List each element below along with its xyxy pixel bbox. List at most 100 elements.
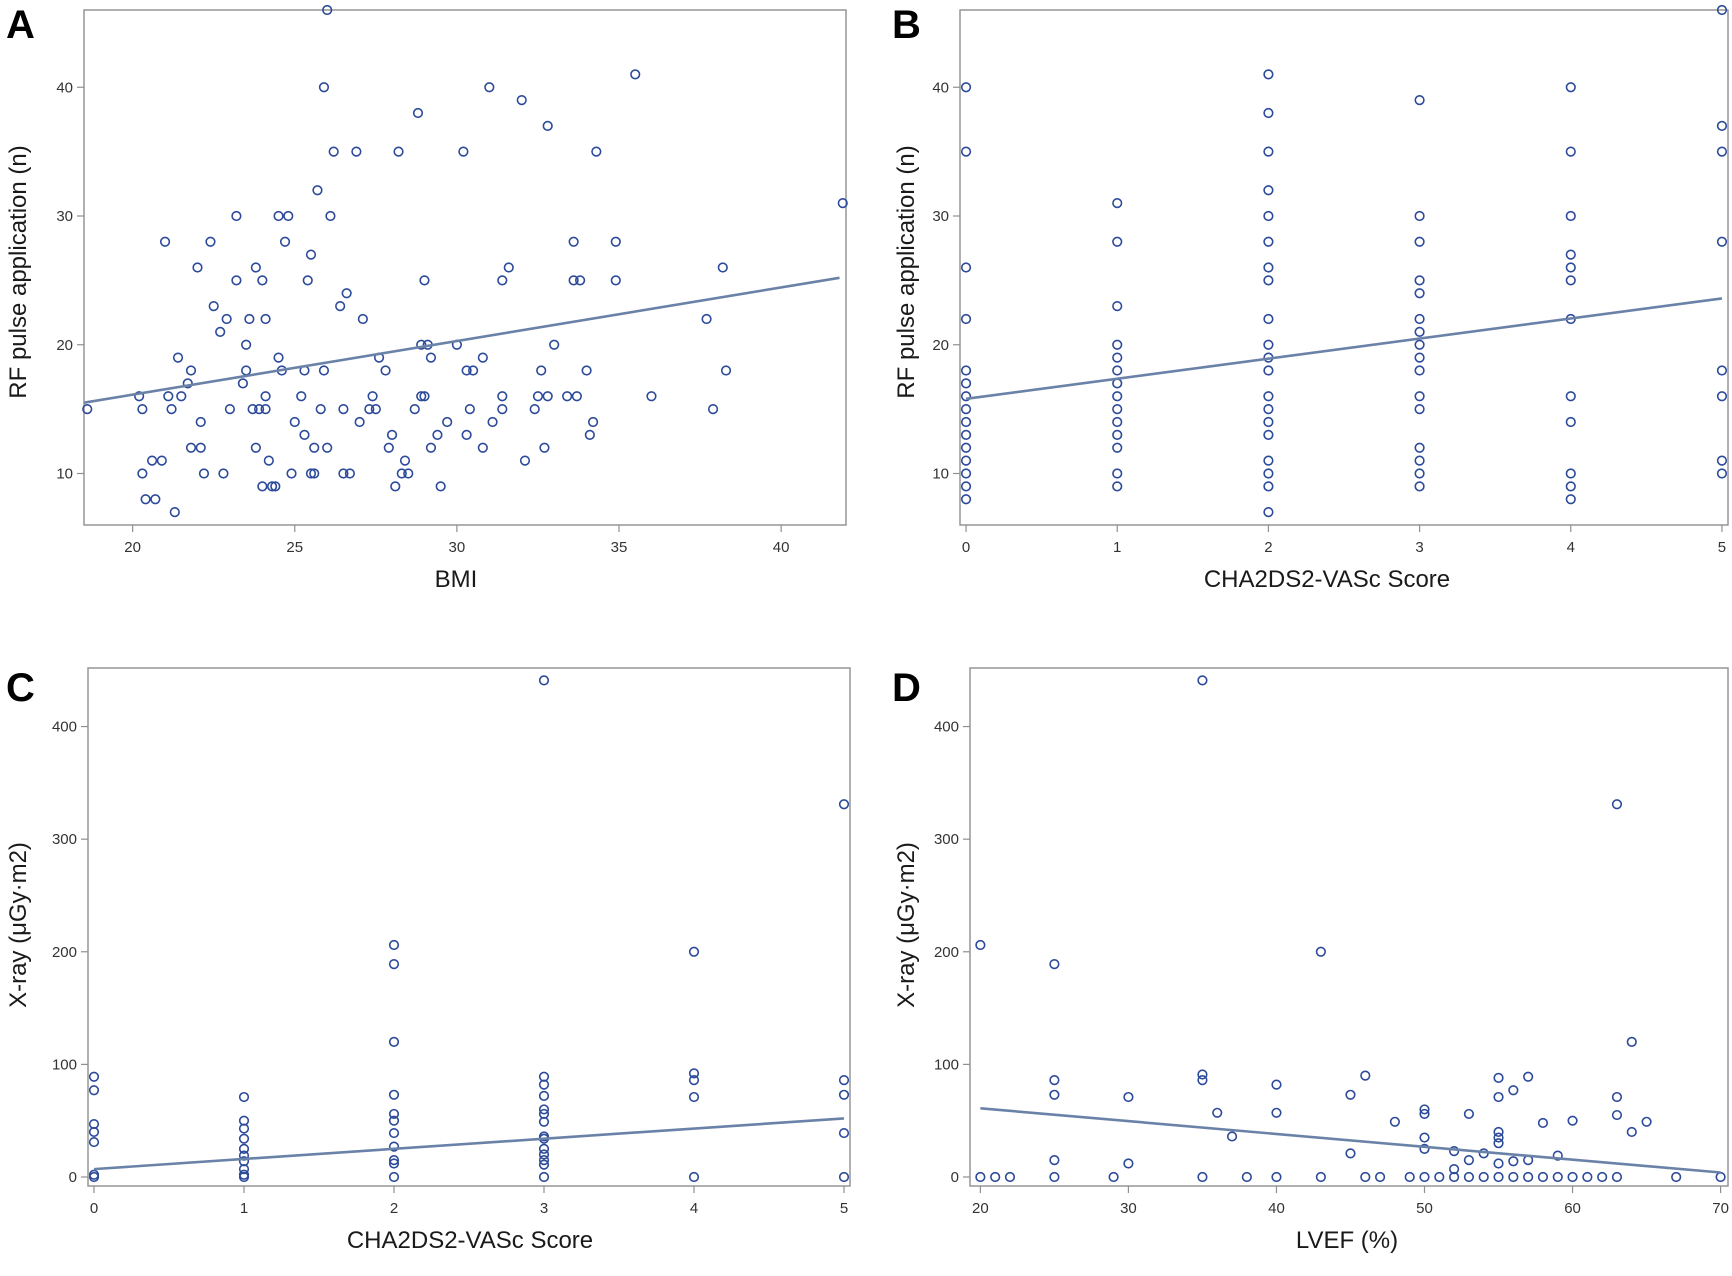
point-b-51	[1414, 236, 1425, 247]
point-d-47	[1493, 1126, 1504, 1138]
point-c-45	[688, 1091, 700, 1103]
point-a-38	[257, 481, 268, 492]
point-a-28	[231, 210, 242, 222]
x-ticks-d: 20 30 40 50 60 70	[972, 1186, 1729, 1217]
point-b-0	[960, 82, 972, 93]
point-a-115	[519, 455, 531, 466]
point-c-40	[538, 1159, 550, 1170]
fit-line-layer-c	[93, 1117, 845, 1171]
point-a-27	[231, 275, 242, 286]
point-a-43	[266, 481, 278, 492]
point-d-11	[1123, 1158, 1134, 1169]
point-a-119	[539, 442, 550, 453]
point-a-78	[370, 404, 381, 415]
x-tick-label-a-20: 20	[124, 539, 141, 556]
point-a-69	[338, 404, 349, 415]
panel-a: A 20 25 30 35 40 10 20 30 40 BMI RF pulse appli…	[5, 3, 848, 593]
point-a-40	[260, 404, 271, 415]
plot-area-b	[959, 9, 1729, 526]
point-a-20	[198, 468, 210, 479]
point-d-23	[1315, 1171, 1326, 1183]
point-b-66	[1565, 146, 1576, 157]
point-a-41	[260, 313, 271, 325]
point-b-3	[960, 313, 972, 325]
point-b-76	[1565, 494, 1576, 505]
point-d-37	[1449, 1145, 1460, 1157]
point-a-60	[312, 185, 323, 196]
x-axis-title-b: CHA2DS2-VASc Score	[1204, 566, 1450, 593]
point-c-32	[538, 1104, 550, 1115]
x-tick-label-b-5: 5	[1718, 539, 1726, 556]
point-a-112	[497, 391, 508, 402]
point-b-6	[960, 391, 972, 402]
point-d-52	[1508, 1085, 1519, 1096]
y-tick-label-c-200: 200	[52, 944, 77, 961]
point-a-62	[318, 365, 330, 376]
point-a-118	[536, 365, 547, 376]
point-c-26	[388, 1158, 400, 1169]
point-a-126	[571, 391, 582, 402]
point-b-82	[1716, 391, 1728, 402]
point-d-22	[1315, 946, 1326, 957]
point-d-7	[1049, 1154, 1060, 1166]
point-a-63	[318, 82, 330, 93]
point-c-51	[838, 1171, 850, 1183]
point-a-36	[254, 404, 265, 415]
point-a-83	[390, 481, 401, 492]
point-a-140	[837, 198, 848, 209]
point-d-16	[1212, 1107, 1223, 1118]
point-b-37	[1263, 313, 1274, 325]
point-d-72	[1641, 1116, 1652, 1127]
point-d-10	[1123, 1091, 1134, 1103]
point-a-87	[403, 468, 414, 479]
points-b	[960, 4, 1728, 518]
point-b-26	[1112, 442, 1123, 453]
x-tick-label-c-2: 2	[390, 1200, 398, 1217]
y-tick-label-b-40: 40	[932, 79, 949, 96]
x-tick-label-b-1: 1	[1113, 539, 1121, 556]
point-c-7	[238, 1091, 250, 1103]
point-b-32	[1263, 185, 1274, 196]
point-d-53	[1508, 1156, 1519, 1167]
point-d-39	[1449, 1171, 1460, 1183]
point-b-53	[1414, 288, 1425, 299]
point-a-96	[425, 442, 437, 453]
point-b-63	[1414, 468, 1425, 479]
point-a-76	[364, 404, 375, 415]
point-a-129	[584, 429, 595, 440]
fit-line-layer-a	[83, 276, 840, 404]
point-c-42	[688, 946, 700, 957]
point-a-1	[134, 391, 145, 402]
y-tick-label-c-300: 300	[52, 831, 77, 848]
point-a-73	[351, 146, 362, 157]
x-axis-title-d: LVEF (%)	[1296, 1227, 1398, 1254]
point-d-29	[1389, 1116, 1400, 1127]
point-a-59	[309, 468, 320, 479]
x-axis-title-a: BMI	[435, 566, 478, 593]
x-tick-label-a-40: 40	[773, 539, 790, 556]
point-c-17	[388, 939, 400, 951]
y-tick-label-d-0: 0	[951, 1169, 959, 1186]
points-d	[975, 675, 1726, 1183]
plot-area-d	[969, 667, 1729, 1187]
point-b-25	[1112, 429, 1123, 440]
point-b-35	[1263, 262, 1274, 273]
point-d-50	[1493, 1158, 1504, 1169]
point-d-65	[1597, 1171, 1608, 1183]
point-a-68	[335, 301, 346, 312]
point-a-4	[140, 494, 151, 505]
point-a-61	[315, 404, 326, 415]
point-d-61	[1552, 1171, 1563, 1183]
point-d-54	[1508, 1171, 1519, 1183]
point-d-42	[1463, 1171, 1475, 1183]
point-a-121	[542, 391, 553, 402]
point-a-18	[195, 416, 206, 428]
point-b-54	[1414, 313, 1425, 325]
x-tick-label-a-30: 30	[449, 539, 466, 556]
point-c-10	[238, 1133, 250, 1144]
point-b-58	[1414, 365, 1425, 376]
point-d-12	[1197, 675, 1208, 686]
point-d-25	[1345, 1148, 1356, 1159]
point-b-28	[1112, 481, 1123, 492]
